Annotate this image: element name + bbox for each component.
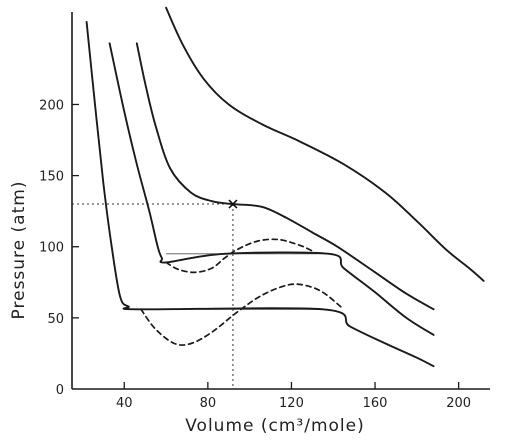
tick-labels: 40 80 120 160 200 0 50 100 150 200 [39,98,471,411]
isotherm-curves [85,6,485,368]
x-tick-label-120: 120 [279,396,304,411]
isotherm-2-dashed [165,238,314,274]
y-tick-label-50: 50 [47,312,64,327]
critical-point-mark-b [228,199,238,209]
annotation-marks [228,199,238,209]
x-tick-label-160: 160 [363,396,388,411]
x-tick-label-200: 200 [446,396,471,411]
isotherm-1-solid [85,21,435,368]
y-tick-label-0: 0 [56,383,64,398]
axes [71,12,490,390]
x-axis-title: Volume (cm³/mole) [185,416,365,436]
y-tick-label-100: 100 [39,241,64,256]
tick-marks [72,103,460,389]
y-tick-label-150: 150 [39,170,64,185]
y-tick-label-200: 200 [39,98,64,113]
x-tick-label-80: 80 [200,396,217,411]
isotherm-1-dashed [140,283,345,346]
x-tick-label-40: 40 [116,396,133,411]
isotherm-4-solid [165,6,485,282]
y-axis-title: Pressure (atm) [9,181,29,320]
isotherm-3-solid [135,42,435,311]
